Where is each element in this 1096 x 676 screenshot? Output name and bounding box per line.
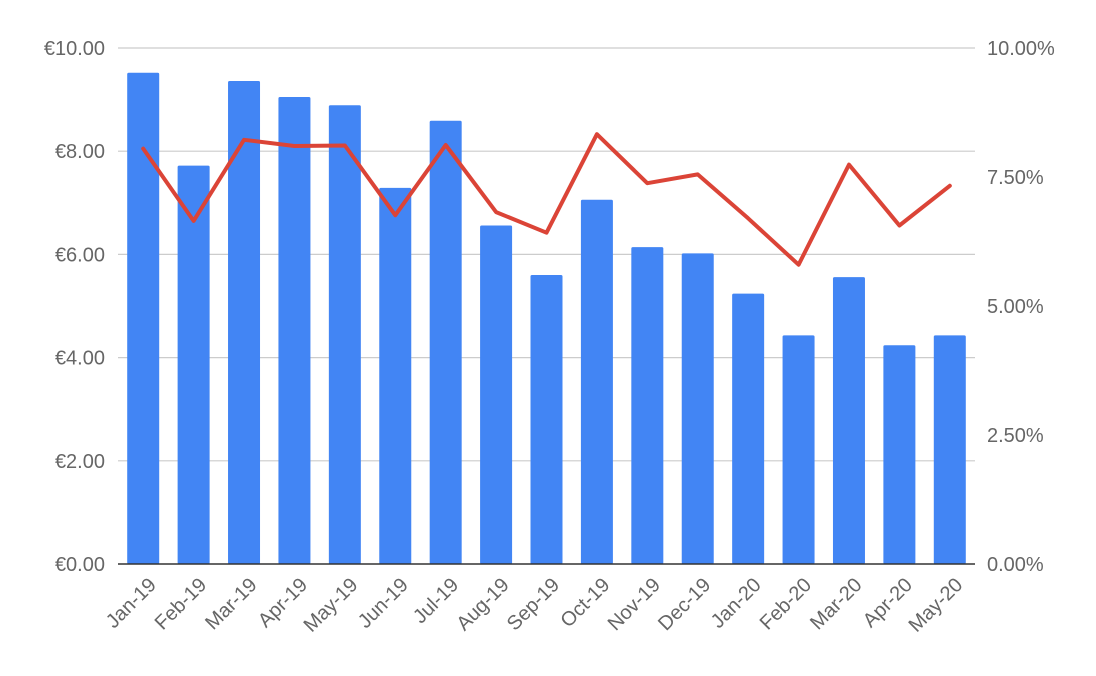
gridlines <box>118 47 975 462</box>
right-axis-tick-label: 7.50% <box>987 167 1044 189</box>
x-axis-tick-label: Feb-19 <box>151 574 211 634</box>
bar-jan-19 <box>127 72 160 564</box>
x-axis-tick-label: Sep-19 <box>503 574 564 635</box>
x-axis-tick-label: Oct-19 <box>556 574 614 632</box>
bar-sep-19 <box>530 275 563 564</box>
bar-dec-19 <box>681 253 714 565</box>
right-axis-tick-label: 0.00% <box>987 554 1044 576</box>
x-axis-tick-label: Jan-19 <box>102 574 161 633</box>
x-axis-tick-label: Aug-19 <box>452 574 513 635</box>
x-axis-tick-label: May-20 <box>905 574 968 637</box>
left-axis-tick-label: €6.00 <box>55 244 105 266</box>
x-axis-tick-label: Mar-19 <box>201 574 261 634</box>
left-axis-tick-label: €4.00 <box>55 348 105 370</box>
right-axis-tick-label: 5.00% <box>987 296 1044 318</box>
bar-mar-19 <box>228 81 261 565</box>
bar-mar-20 <box>832 277 865 564</box>
x-axis-tick-label: Dec-19 <box>654 574 715 635</box>
bar-apr-19 <box>278 97 311 565</box>
left-axis-tick-label: €0.00 <box>55 554 105 576</box>
x-axis-tick-label: Mar-20 <box>806 574 866 634</box>
left-axis-ticks: €0.00 €2.00 €4.00 €6.00 €8.00 €10.00 <box>44 38 105 576</box>
bar-feb-19 <box>177 165 210 564</box>
x-axis-tick-label: Jan-20 <box>707 574 766 633</box>
bar-jul-19 <box>429 120 462 565</box>
line-path <box>141 132 952 267</box>
x-axis-tick-label: Nov-19 <box>604 574 665 635</box>
bar-jan-20 <box>732 293 765 564</box>
bar-apr-20 <box>883 345 916 564</box>
bar-series <box>127 72 966 565</box>
x-axis-tick-label: May-19 <box>300 574 363 637</box>
x-axis-tick-label: Jun-19 <box>354 574 413 633</box>
left-axis-tick-label: €2.00 <box>55 451 105 473</box>
right-axis-ticks: 0.00% 2.50% 5.00% 7.50% 10.00% <box>987 38 1055 576</box>
bar-may-19 <box>328 105 361 564</box>
bar-jun-19 <box>379 187 412 564</box>
left-axis-tick-label: €8.00 <box>55 141 105 163</box>
x-axis-ticks: Jan-19Feb-19Mar-19Apr-19May-19Jun-19Jul-… <box>102 574 967 637</box>
bar-feb-20 <box>782 335 815 564</box>
x-axis-tick-label: Feb-20 <box>756 574 816 634</box>
line-series <box>141 132 952 267</box>
bar-nov-19 <box>631 247 664 564</box>
bar-oct-19 <box>580 199 613 565</box>
left-axis-tick-label: €10.00 <box>44 38 105 60</box>
right-axis-tick-label: 10.00% <box>987 38 1055 60</box>
bar-may-20 <box>933 335 966 564</box>
bar-aug-19 <box>480 225 513 564</box>
right-axis-tick-label: 2.50% <box>987 425 1044 447</box>
